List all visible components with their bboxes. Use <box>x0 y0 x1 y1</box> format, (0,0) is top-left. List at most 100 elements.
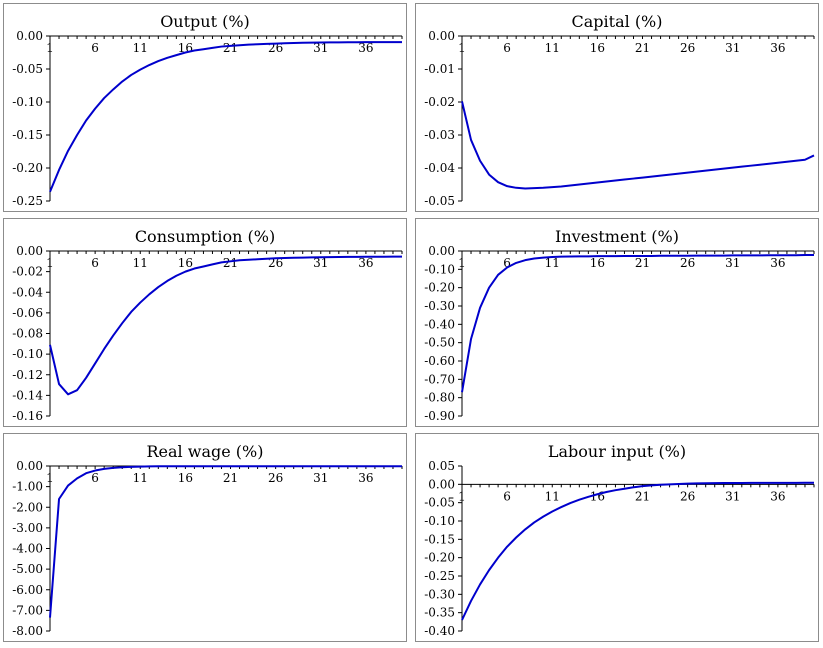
chart-title: Real wage (%) <box>146 442 264 461</box>
x-tick-label: 21 <box>223 41 238 55</box>
chart-panel-output: Output (%) 0.00 -0.05 -0.10 -0.15 -0.20 -0.25… <box>3 3 407 212</box>
series-line <box>461 254 814 393</box>
chart-panel-consumption: Consumption (%) 0.00 -0.02 -0.04 -0.06 -0.08… <box>3 218 407 427</box>
chart-panel-real-wage: Real wage (%) 0.00 -1.00 -2.00 -3.00 -4.00 -5… <box>3 433 407 642</box>
x-tick-label: 36 <box>358 471 373 485</box>
x-tick-label: 6 <box>503 489 511 503</box>
y-tick-label: -0.40 <box>424 317 455 331</box>
y-tick-label: -0.60 <box>424 354 455 368</box>
y-tick-label: -0.70 <box>424 372 455 386</box>
x-tick-label: 16 <box>590 41 605 55</box>
x-tick-label: 26 <box>680 41 695 55</box>
y-tick-label: -8.00 <box>12 624 43 638</box>
y-tick-label: -0.08 <box>12 327 43 341</box>
y-tick-label: -0.02 <box>424 95 455 109</box>
x-tick-label: 16 <box>590 256 605 270</box>
x-tick-label: 26 <box>680 489 695 503</box>
chart-panel-capital: Capital (%) 0.00 -0.01 -0.02 -0.03 -0.04 -0.0… <box>415 3 819 212</box>
y-tick-label: -6.00 <box>12 583 43 597</box>
chart-plot: 0.00-0.05-0.10-0.15-0.20-0.251 6 11 16 21 26 3… <box>12 29 403 208</box>
y-tick-label: -0.06 <box>12 306 43 320</box>
y-tick-label: -0.05 <box>424 496 455 510</box>
x-tick-label: 6 <box>503 41 511 55</box>
x-tick-label: 6 <box>503 256 511 270</box>
y-tick-label: -0.80 <box>424 391 455 405</box>
y-tick-label: 0.05 <box>428 459 455 473</box>
y-tick-label: 0.00 <box>16 244 43 258</box>
y-tick-label: -0.05 <box>12 62 43 76</box>
y-tick-label: -0.05 <box>424 194 455 208</box>
x-tick-label: 36 <box>770 256 785 270</box>
series-line <box>461 101 815 190</box>
y-tick-label: -0.16 <box>12 409 43 423</box>
x-tick-label: 1 <box>46 41 54 55</box>
x-tick-label: 31 <box>313 471 328 485</box>
x-tick-label: 11 <box>133 41 148 55</box>
chart-panel-labour-input: Labour input (%) 0.05 0.00 -0.05 -0.10 -0.15… <box>415 433 819 642</box>
chart-title: Labour input (%) <box>547 442 687 461</box>
y-tick-label: -0.40 <box>424 624 455 638</box>
y-tick-label: 0.00 <box>16 459 43 473</box>
x-tick-label: 26 <box>680 256 695 270</box>
y-tick-label: -0.35 <box>424 606 455 620</box>
y-tick-label: -0.15 <box>424 532 455 546</box>
chart-panel-investment: Investment (%) 0.00 -0.10 -0.20 -0.30 -0.40 -… <box>415 218 819 427</box>
y-tick-label: -0.50 <box>424 336 455 350</box>
x-tick-label: 1 <box>458 489 466 503</box>
x-tick-label: 1 <box>458 41 466 55</box>
y-tick-label: 0.00 <box>428 244 455 258</box>
y-tick-label: -0.02 <box>12 265 43 279</box>
y-tick-label: -0.12 <box>12 368 43 382</box>
series-line <box>49 41 402 193</box>
y-tick-label: -0.30 <box>424 299 455 313</box>
y-tick-label: -0.20 <box>424 281 455 295</box>
x-tick-label: 16 <box>178 471 193 485</box>
x-tick-label: 1 <box>458 256 466 270</box>
chart-plot: 0.00 -0.10 -0.20 -0.30 -0.40 -0.50 -0.60 -0.70 -… <box>424 244 815 423</box>
x-tick-label: 36 <box>358 256 373 270</box>
x-tick-label: 11 <box>545 41 560 55</box>
x-tick-label: 26 <box>268 471 283 485</box>
x-tick-label: 31 <box>313 256 328 270</box>
chart-plot: 0.00 -0.02 -0.04 -0.06 -0.08 -0.10 -0.12 -0.14 -… <box>12 244 403 423</box>
x-tick-label: 36 <box>770 489 785 503</box>
y-tick-label: -0.10 <box>12 95 43 109</box>
x-tick-label: 21 <box>635 489 650 503</box>
x-tick-label: 31 <box>725 256 740 270</box>
x-tick-label: 36 <box>770 41 785 55</box>
x-tick-label: 31 <box>725 489 740 503</box>
y-tick-label: -0.10 <box>424 262 455 276</box>
chart-title: Capital (%) <box>571 12 663 31</box>
x-tick-label: 31 <box>313 41 328 55</box>
chart-plot: 0.00-0.01-0.02-0.03-0.04-0.051 6 11 16 21 26 3… <box>424 29 815 208</box>
chart-plot: 0.00 -1.00 -2.00 -3.00 -4.00 -5.00 -6.00 -7.00 -… <box>12 459 403 638</box>
y-tick-label: -0.25 <box>424 569 455 583</box>
chart-title: Consumption (%) <box>134 227 276 246</box>
y-tick-label: 0.00 <box>428 29 455 43</box>
x-tick-label: 21 <box>223 471 238 485</box>
x-tick-label: 21 <box>635 256 650 270</box>
x-tick-label: 16 <box>178 256 193 270</box>
y-tick-label: -0.14 <box>12 388 43 402</box>
y-tick-label: -0.03 <box>424 128 455 142</box>
x-tick-label: 11 <box>545 256 560 270</box>
y-tick-label: -0.30 <box>424 587 455 601</box>
x-tick-label: 11 <box>133 471 148 485</box>
y-tick-label: -0.90 <box>424 409 455 423</box>
series-line <box>461 481 814 621</box>
x-tick-label: 26 <box>268 256 283 270</box>
x-tick-label: 11 <box>133 256 148 270</box>
y-tick-label: -3.00 <box>12 521 43 535</box>
y-tick-label: -0.10 <box>424 514 455 528</box>
x-tick-label: 36 <box>358 41 373 55</box>
chart-plot: 0.05 0.00 -0.05 -0.10 -0.15 -0.20 -0.25 -0.30 -0… <box>424 459 815 638</box>
y-tick-label: 0.00 <box>428 477 455 491</box>
y-tick-label: -0.04 <box>424 161 455 175</box>
y-tick-label: -0.20 <box>12 161 43 175</box>
y-tick-label: -0.20 <box>424 551 455 565</box>
x-tick-label: 11 <box>545 489 560 503</box>
y-tick-label: -0.25 <box>12 194 43 208</box>
x-tick-label: 6 <box>91 256 99 270</box>
x-tick-label: 21 <box>223 256 238 270</box>
y-tick-label: -4.00 <box>12 542 43 556</box>
